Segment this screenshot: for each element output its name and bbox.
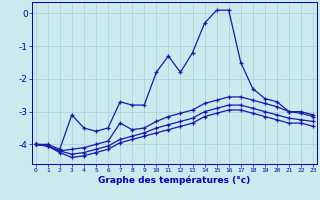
X-axis label: Graphe des températures (°c): Graphe des températures (°c) bbox=[98, 176, 251, 185]
